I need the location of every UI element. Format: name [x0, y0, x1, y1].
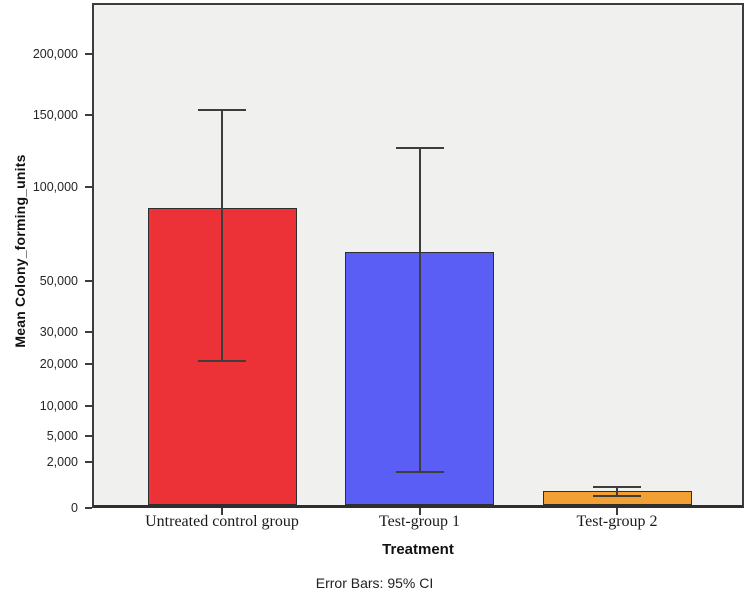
x-tick — [418, 508, 421, 515]
y-tick — [85, 330, 92, 333]
category-label-test-group-2: Test-group 2 — [576, 513, 658, 530]
error-bar-line-untreated-control-group — [221, 109, 223, 361]
error-bars-caption: Error Bars: 95% CI — [315, 575, 434, 591]
error-bar-line-test-group-2 — [616, 487, 618, 496]
y-tick — [85, 113, 92, 116]
y-tick-label: 100,000 — [32, 179, 78, 194]
y-axis-title: Mean Colony_forming_units — [12, 154, 28, 348]
y-tick-label: 0 — [71, 500, 78, 515]
x-tick — [616, 508, 618, 515]
y-tick-label: 150,000 — [32, 107, 78, 122]
x-axis-title: Treatment — [382, 541, 454, 558]
y-tick-label: 200,000 — [32, 47, 78, 62]
category-label-untreated-control-group: Untreated control group — [145, 513, 299, 530]
error-bar-upper-cap-untreated-control-group — [198, 108, 246, 111]
y-tick — [85, 363, 92, 366]
error-bar-lower-cap-untreated-control-group — [198, 359, 246, 362]
y-tick-label: 30,000 — [39, 324, 78, 339]
error-bar-lower-cap-test-group-1 — [395, 471, 444, 474]
error-bar-lower-cap-test-group-2 — [593, 494, 641, 497]
y-tick — [85, 434, 92, 437]
y-tick — [85, 185, 92, 188]
x-tick — [221, 508, 223, 515]
y-tick-label: 20,000 — [39, 357, 78, 372]
y-tick — [85, 53, 92, 56]
error-bar-upper-cap-test-group-1 — [395, 146, 444, 149]
y-tick-label: 10,000 — [39, 399, 78, 414]
y-tick — [85, 461, 92, 464]
y-tick — [85, 279, 92, 282]
y-tick-label: 2,000 — [46, 455, 78, 470]
y-tick — [85, 405, 92, 408]
error-bar-line-test-group-1 — [418, 147, 421, 473]
y-tick-label: 5,000 — [46, 428, 78, 443]
error-bar-upper-cap-test-group-2 — [593, 486, 641, 489]
category-label-test-group-1: Test-group 1 — [378, 513, 461, 530]
y-tick-label: 50,000 — [39, 273, 78, 288]
y-tick — [85, 506, 92, 509]
